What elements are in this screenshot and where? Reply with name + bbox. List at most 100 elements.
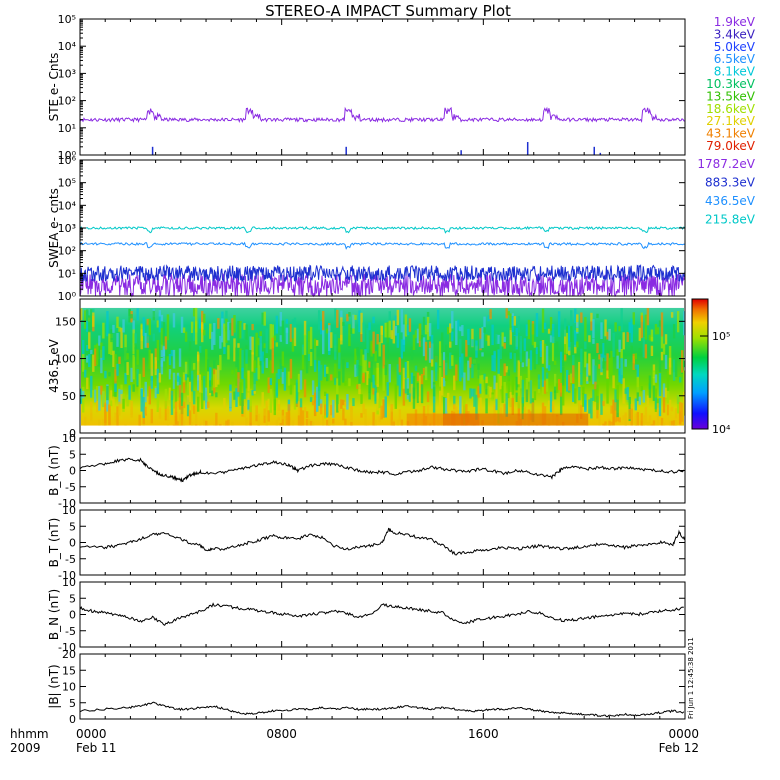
heatmap-cell <box>576 314 579 327</box>
heatmap-cell <box>186 395 190 405</box>
heatmap-cell <box>624 412 627 426</box>
panel-frame <box>79 653 686 720</box>
heatmap-cell <box>247 399 250 410</box>
y-tick-label: 0 <box>69 713 76 726</box>
heatmap-cell <box>156 368 160 394</box>
heatmap-cell <box>98 335 101 346</box>
heatmap-cell <box>233 391 236 400</box>
heatmap-cell <box>499 336 502 360</box>
heatmap-cell <box>503 363 506 377</box>
heatmap-cell <box>491 355 494 372</box>
heatmap-cell <box>92 312 95 327</box>
heatmap-cell <box>124 347 127 373</box>
heatmap-cell <box>291 420 295 426</box>
heatmap-cell <box>602 343 605 358</box>
heatmap-cell <box>394 315 398 321</box>
heatmap-cell <box>142 357 145 378</box>
heatmap-cell <box>406 324 410 336</box>
legend-entry-3.4keV: 3.4keV <box>714 27 756 41</box>
heatmap-cell <box>209 367 212 387</box>
heatmap-cell <box>672 324 676 339</box>
heatmap-cell <box>487 335 490 346</box>
heatmap-cell <box>634 398 637 411</box>
heatmap-cell <box>172 399 176 409</box>
heatmap-cell <box>124 424 127 426</box>
heatmap-cell <box>682 360 685 368</box>
heatmap-cell <box>192 328 196 341</box>
heatmap-cell <box>305 356 309 374</box>
heatmap-cell <box>194 406 198 425</box>
heatmap-cell <box>82 386 85 413</box>
heatmap-cell <box>285 328 289 345</box>
heatmap-cell <box>432 386 436 413</box>
heatmap-cell <box>535 347 539 355</box>
colorbar <box>691 298 709 430</box>
heatmap-cell <box>652 420 656 426</box>
heatmap-cell <box>114 412 117 423</box>
heatmap-cell <box>650 336 654 342</box>
heatmap-cell <box>449 323 452 342</box>
heatmap-cell <box>271 337 274 355</box>
heatmap-cell <box>428 323 432 337</box>
heatmap-cell <box>539 341 543 351</box>
heatmap-cell <box>92 390 95 398</box>
heatmap-cell <box>346 362 349 369</box>
heatmap-cell <box>541 379 545 395</box>
legend-entry-436.5eV: 436.5eV <box>705 194 756 208</box>
heatmap-cell <box>668 399 672 421</box>
x-tick-label: 0800 <box>266 727 297 741</box>
heatmap-cell <box>275 373 279 398</box>
heatmap-cell <box>592 339 595 344</box>
heatmap-cell <box>570 373 573 384</box>
heatmap-cell <box>630 408 633 426</box>
heatmap-cell <box>398 357 402 373</box>
axes-overlay: 1.9keV3.4keV5.0keV6.5keV8.1keV10.3keV13.… <box>47 13 756 755</box>
heatmap-cell <box>102 346 105 360</box>
heatmap-cell <box>509 313 512 331</box>
ste-y-label: STE e- Cnts <box>47 53 61 122</box>
heatmap-cell <box>624 388 627 394</box>
heatmap-cell <box>291 319 295 339</box>
heatmap-cell <box>370 340 373 352</box>
heatmap-cell <box>618 417 621 423</box>
y-tick-label: -10 <box>58 641 76 654</box>
heatmap-cell <box>178 348 182 367</box>
heatmap-cell <box>263 408 266 423</box>
heatmap-cell <box>132 354 135 380</box>
heatmap-cell <box>350 405 353 420</box>
heatmap-cell <box>255 332 258 357</box>
heatmap-cell <box>465 340 468 357</box>
heatmap-cell <box>192 363 196 370</box>
heatmap-cell <box>328 415 331 426</box>
heatmap-cell <box>505 366 508 373</box>
heatmap-cell <box>644 406 648 425</box>
heatmap-cell <box>461 325 464 337</box>
heatmap-cell <box>521 397 525 420</box>
legend-entry-1787.2eV: 1787.2eV <box>697 157 755 171</box>
heatmap-cell <box>275 419 279 426</box>
heatmap-cell <box>503 336 506 343</box>
heatmap-cell <box>549 391 553 413</box>
heatmap-cell <box>396 364 400 386</box>
heatmap-cell <box>529 350 533 371</box>
heatmap-cell <box>188 380 192 402</box>
heatmap-cell <box>324 391 327 397</box>
heatmap-cell <box>366 371 369 386</box>
heatmap-cell <box>269 323 272 350</box>
heatmap-cell <box>269 378 272 386</box>
heatmap-cell <box>658 355 662 372</box>
heatmap-cell <box>360 312 363 335</box>
legend-entry-43.1keV: 43.1keV <box>706 127 756 141</box>
y-tick-label: 10 <box>62 576 76 589</box>
heatmap-cell <box>515 328 519 350</box>
legend-entry-5.0keV: 5.0keV <box>714 40 756 54</box>
series-line-883.3eV <box>79 264 686 283</box>
heatmap-cell <box>662 422 666 426</box>
heatmap-cell <box>263 311 266 326</box>
heatmap-cell <box>489 309 492 320</box>
series-line-B_R (nT) <box>79 457 685 483</box>
heatmap-cell <box>198 318 202 329</box>
heatmap-cell <box>239 382 242 406</box>
heatmap-cell <box>362 354 365 378</box>
